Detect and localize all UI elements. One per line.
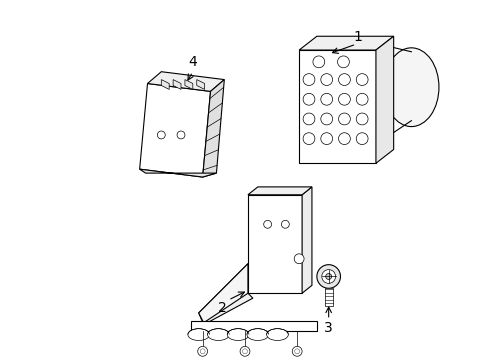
Circle shape xyxy=(303,74,314,85)
Text: 1: 1 xyxy=(353,30,362,44)
Text: 3: 3 xyxy=(324,321,332,335)
Polygon shape xyxy=(140,169,216,177)
Polygon shape xyxy=(198,264,252,325)
Circle shape xyxy=(242,349,247,354)
Circle shape xyxy=(337,56,348,68)
Ellipse shape xyxy=(207,329,229,341)
Circle shape xyxy=(294,349,299,354)
Ellipse shape xyxy=(227,329,248,341)
Circle shape xyxy=(338,93,349,105)
Polygon shape xyxy=(299,36,393,50)
Polygon shape xyxy=(140,84,210,177)
Circle shape xyxy=(292,346,302,356)
Circle shape xyxy=(240,346,249,356)
FancyBboxPatch shape xyxy=(247,195,302,293)
Circle shape xyxy=(320,113,332,125)
Ellipse shape xyxy=(187,329,209,341)
Circle shape xyxy=(320,93,332,105)
Circle shape xyxy=(303,113,314,125)
Circle shape xyxy=(157,131,165,139)
FancyBboxPatch shape xyxy=(190,321,316,330)
Polygon shape xyxy=(302,187,311,293)
Polygon shape xyxy=(202,80,224,177)
FancyBboxPatch shape xyxy=(324,288,332,306)
Circle shape xyxy=(338,133,349,145)
Ellipse shape xyxy=(266,329,288,341)
FancyBboxPatch shape xyxy=(299,50,375,163)
Circle shape xyxy=(356,133,367,145)
Ellipse shape xyxy=(383,48,438,127)
Polygon shape xyxy=(161,80,169,89)
Circle shape xyxy=(281,220,289,228)
Polygon shape xyxy=(375,36,393,163)
Circle shape xyxy=(316,265,340,288)
Circle shape xyxy=(294,254,304,264)
Circle shape xyxy=(338,74,349,85)
Polygon shape xyxy=(198,264,247,323)
Circle shape xyxy=(312,56,324,68)
Polygon shape xyxy=(184,80,192,89)
Polygon shape xyxy=(196,80,204,89)
Circle shape xyxy=(177,131,184,139)
Polygon shape xyxy=(247,187,311,195)
Circle shape xyxy=(338,113,349,125)
Circle shape xyxy=(200,349,204,354)
Circle shape xyxy=(325,274,331,279)
Circle shape xyxy=(356,93,367,105)
Circle shape xyxy=(321,270,335,283)
Text: 4: 4 xyxy=(188,55,197,69)
Circle shape xyxy=(303,93,314,105)
Ellipse shape xyxy=(246,329,268,341)
Circle shape xyxy=(356,113,367,125)
Circle shape xyxy=(197,346,207,356)
Text: 2: 2 xyxy=(218,301,226,315)
Polygon shape xyxy=(147,72,224,91)
Circle shape xyxy=(356,74,367,85)
Circle shape xyxy=(303,133,314,145)
Circle shape xyxy=(263,220,271,228)
Circle shape xyxy=(320,133,332,145)
Circle shape xyxy=(320,74,332,85)
Polygon shape xyxy=(173,80,181,89)
